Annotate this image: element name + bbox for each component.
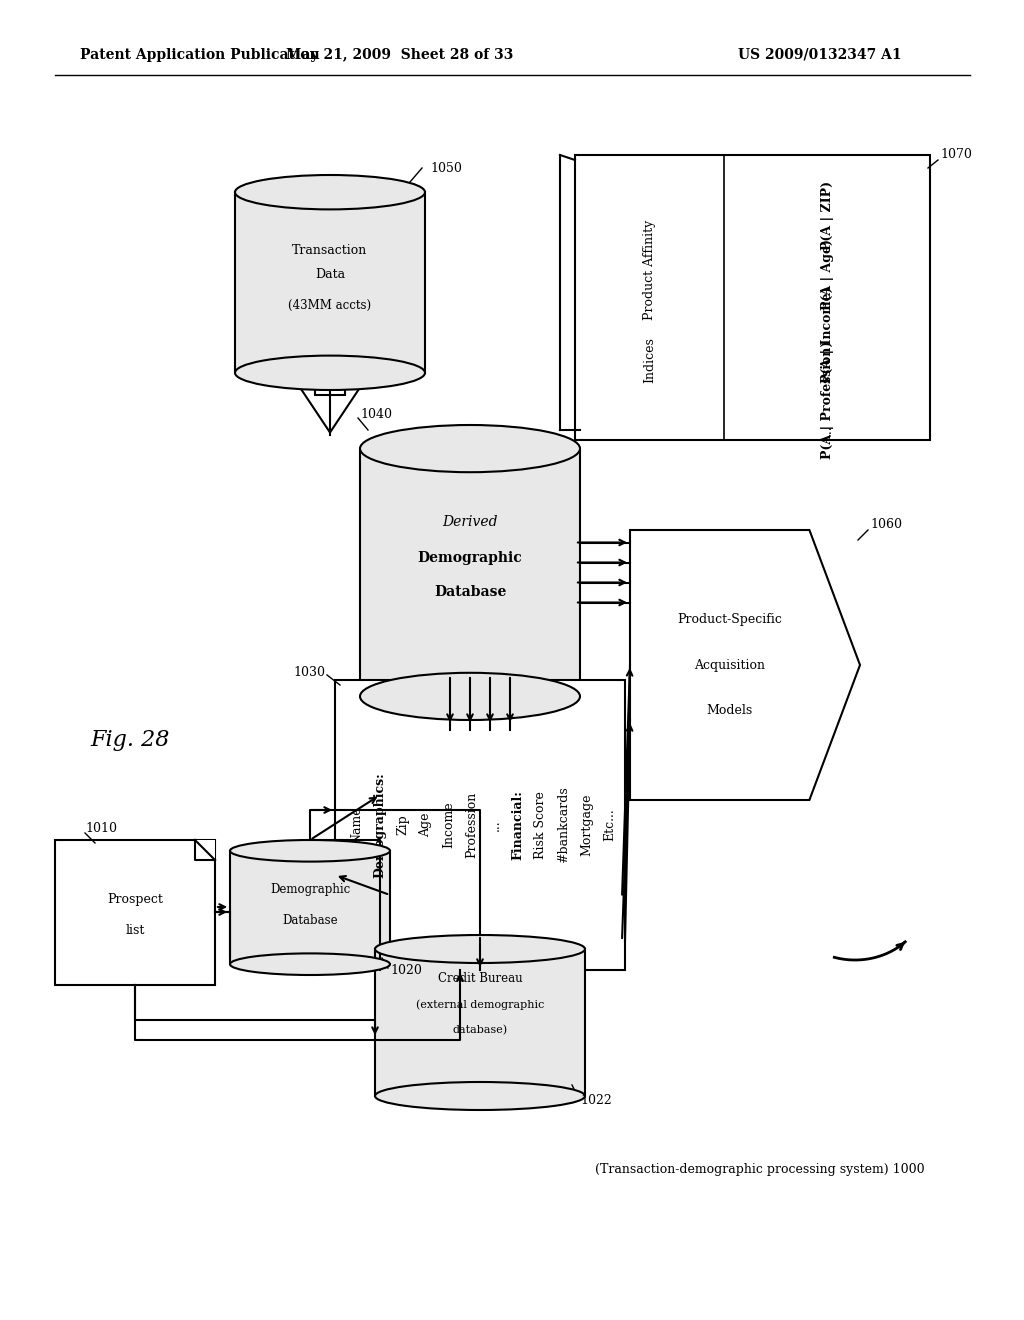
Text: (43MM accts): (43MM accts) [289, 298, 372, 312]
Text: Demographic: Demographic [270, 883, 350, 896]
Ellipse shape [375, 935, 585, 964]
Bar [575, 154, 930, 440]
Ellipse shape [375, 1082, 585, 1110]
Ellipse shape [230, 953, 390, 975]
Text: 1030: 1030 [293, 665, 325, 678]
Ellipse shape [234, 355, 425, 389]
Text: 1040: 1040 [360, 408, 392, 421]
Ellipse shape [234, 176, 425, 210]
Bar [234, 193, 425, 372]
Text: ...: ... [820, 424, 834, 436]
Text: Age: Age [420, 813, 432, 837]
Text: Product-Specific: Product-Specific [677, 614, 782, 627]
Text: 1070: 1070 [940, 149, 972, 161]
Bar [360, 449, 580, 697]
Text: 1010: 1010 [85, 821, 117, 834]
Ellipse shape [360, 425, 580, 473]
Text: Database: Database [434, 585, 506, 599]
Text: Profession: Profession [466, 792, 478, 858]
Text: May 21, 2009  Sheet 28 of 33: May 21, 2009 Sheet 28 of 33 [287, 48, 514, 62]
Text: P(A | Income): P(A | Income) [820, 286, 834, 383]
Text: Demographics:: Demographics: [374, 772, 386, 878]
Polygon shape [300, 388, 360, 433]
Ellipse shape [360, 673, 580, 719]
Text: 1022: 1022 [580, 1093, 611, 1106]
Text: Patent Application Publication: Patent Application Publication [80, 48, 319, 62]
Text: Zip: Zip [396, 814, 410, 836]
Text: Credit Bureau: Credit Bureau [437, 972, 522, 985]
Text: P(A | ZIP): P(A | ZIP) [820, 181, 834, 249]
Polygon shape [195, 840, 215, 861]
Text: Prospect: Prospect [108, 894, 163, 907]
Text: Fig. 28: Fig. 28 [90, 729, 170, 751]
Text: ...: ... [488, 820, 502, 830]
Text: P(A | Age): P(A | Age) [820, 239, 834, 310]
Text: 1060: 1060 [870, 519, 902, 532]
Text: Data: Data [315, 268, 345, 281]
Text: Risk Score: Risk Score [535, 791, 548, 859]
Text: Mortgage: Mortgage [581, 793, 594, 857]
Text: Name: Name [350, 807, 364, 843]
Text: Product Affinity: Product Affinity [643, 220, 656, 321]
Text: #bankcards: #bankcards [557, 787, 570, 863]
Text: Transaction: Transaction [293, 243, 368, 256]
Ellipse shape [230, 840, 390, 862]
Text: Income: Income [442, 801, 456, 849]
Text: Indices: Indices [643, 337, 656, 383]
Text: 1050: 1050 [430, 161, 462, 174]
Polygon shape [630, 531, 860, 800]
Text: list: list [125, 924, 144, 936]
Text: Derived: Derived [442, 515, 498, 529]
Text: Acquisition: Acquisition [694, 659, 765, 672]
Text: US 2009/0132347 A1: US 2009/0132347 A1 [738, 48, 902, 62]
Bar [230, 851, 390, 964]
Text: Models: Models [707, 704, 753, 717]
Text: Etc...: Etc... [603, 809, 616, 841]
Text: 1020: 1020 [390, 964, 422, 977]
Text: Database: Database [283, 913, 338, 927]
Text: database): database) [453, 1024, 508, 1035]
Bar [335, 680, 625, 970]
Text: Demographic: Demographic [418, 550, 522, 565]
Text: P(A | Profession): P(A | Profession) [820, 341, 834, 459]
Bar [55, 840, 215, 985]
Bar [375, 949, 585, 1096]
Text: (Transaction-demographic processing system) 1000: (Transaction-demographic processing syst… [595, 1163, 925, 1176]
Text: (external demographic: (external demographic [416, 999, 544, 1010]
Text: Financial:: Financial: [512, 791, 524, 859]
